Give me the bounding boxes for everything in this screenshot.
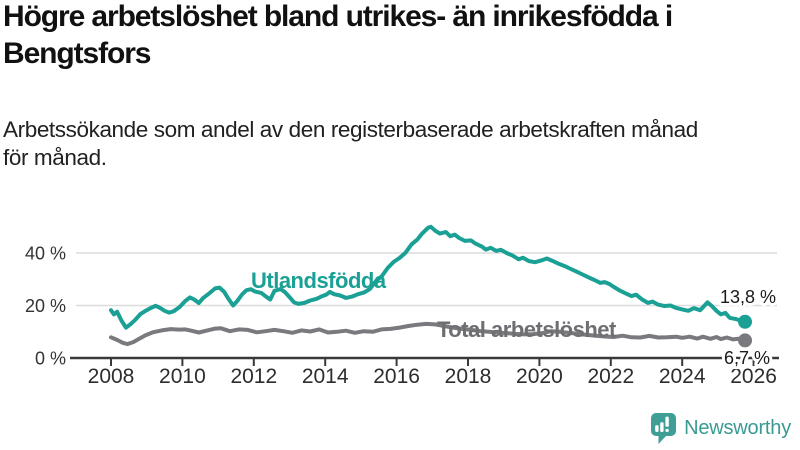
title-line-1: Högre arbetslöshet bland utrikes- än inr… — [3, 0, 673, 33]
end-value-label-total: 6,7 % — [724, 348, 770, 368]
subtitle-line-1: Arbetssökande som andel av den registerb… — [3, 117, 698, 142]
header: Högre arbetslöshet bland utrikes- än inr… — [3, 0, 673, 72]
x-axis-tick-label-2026: 2026 — [730, 365, 777, 388]
series-label-utlandsfodda: Utlandsfödda — [251, 268, 387, 293]
logo-exclamation-dot — [665, 428, 669, 432]
x-axis-tick-label-2014: 2014 — [302, 365, 349, 388]
title-line-2: Bengtsfors — [3, 37, 151, 70]
x-axis-tick-label-2022: 2022 — [587, 365, 634, 388]
x-axis-tick-label-2018: 2018 — [445, 365, 492, 388]
x-axis-tick-label-2010: 2010 — [159, 365, 206, 388]
x-axis-tick-label-2024: 2024 — [659, 365, 706, 388]
logo-bar-short — [655, 425, 659, 432]
y-axis-tick-label: 20 % — [25, 296, 66, 316]
logo-bar-tall — [660, 422, 664, 432]
x-axis-tick-label-2020: 2020 — [516, 365, 563, 388]
y-axis-tick-label: 0 % — [35, 349, 66, 369]
newsworthy-logo-link[interactable]: Newsworthy — [649, 412, 791, 445]
newsworthy-logo-icon — [651, 413, 677, 444]
chart-subtitle: Arbetssökande som andel av den registerb… — [3, 116, 698, 172]
series-end-dot-total — [738, 333, 753, 348]
x-axis-tick-label-2016: 2016 — [373, 365, 420, 388]
page-title: Högre arbetslöshet bland utrikes- än inr… — [3, 0, 673, 72]
subtitle-line-2: för månad. — [3, 145, 107, 170]
newsworthy-brand-name: Newsworthy — [684, 417, 791, 439]
y-axis-tick-label: 40 % — [25, 244, 66, 264]
x-axis-tick-label-2008: 2008 — [88, 365, 135, 388]
logo-exclamation-bar — [665, 416, 669, 427]
footer-brand: Newsworthy — [649, 412, 791, 445]
series-line-total — [109, 321, 747, 347]
end-value-label-utlandsfodda: 13,8 % — [720, 287, 776, 307]
series-label-total: Total arbetslöshet — [437, 317, 617, 342]
x-axis-tick-label-2012: 2012 — [230, 365, 277, 388]
series-end-dot-utlandsfodda — [738, 314, 753, 329]
series-line-utlandsfodda — [109, 224, 747, 330]
